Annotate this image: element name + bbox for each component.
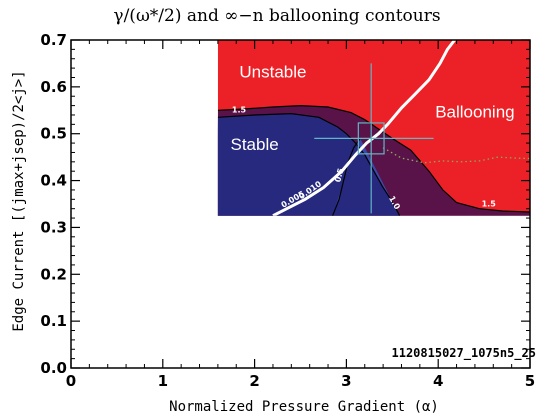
- region-label-unstable: Unstable: [239, 62, 306, 81]
- x-tick-label: 5: [525, 372, 535, 390]
- x-tick-label: 4: [433, 372, 443, 390]
- y-tick-label: 0.0: [40, 359, 67, 377]
- region-label-stable: Stable: [230, 135, 278, 154]
- y-tick-label: 0.4: [40, 172, 67, 190]
- operating-point-box: [357, 122, 385, 155]
- y-axis-label: Edge Current [(jmax+jsep)/2<j>]: [11, 70, 27, 331]
- axes: 0 1 2 3 4 5 0.0 0.1 0.2 0.3 0.4 0.5 0.6 0.7: [40, 31, 535, 390]
- x-tick-label: 1: [158, 372, 168, 390]
- chart-title: γ/(ω*/2) and ∞−n ballooning contours: [113, 6, 440, 26]
- x-axis-label: Normalized Pressure Gradient (α): [169, 399, 439, 415]
- y-tick-label: 0.2: [40, 265, 67, 283]
- x-tick-label: 0: [66, 372, 76, 390]
- x-tick-label: 2: [249, 372, 259, 390]
- x-tick-label: 3: [341, 372, 351, 390]
- ballooning-boundary-dotted: [382, 147, 530, 164]
- contour-label-1-5-right: 1.5: [482, 199, 497, 208]
- y-tick-label: 0.6: [40, 78, 67, 96]
- contour-line-0: [217, 104, 530, 213]
- marginal-stability-curve: [272, 40, 456, 216]
- shot-annotation: 1120815027_1075n5_25: [392, 346, 537, 361]
- stable-region: [217, 113, 400, 216]
- contour-line-2: [332, 138, 361, 216]
- y-tick-label: 0.1: [40, 312, 67, 330]
- y-tick-label: 0.3: [40, 218, 67, 236]
- contour-label-1-5-left: 1.5: [232, 106, 247, 115]
- contour-label-0-5: 0.5: [333, 167, 345, 183]
- x-axis-ticks: 0 1 2 3 4 5: [66, 40, 535, 390]
- contour-field: [217, 40, 530, 216]
- y-tick-label: 0.7: [40, 31, 67, 49]
- y-tick-label: 0.5: [40, 125, 67, 143]
- plot-frame: [70, 39, 531, 369]
- region-labels: Unstable Ballooning Stable: [230, 62, 514, 154]
- operating-point: [314, 63, 434, 214]
- region-label-ballooning: Ballooning: [435, 102, 514, 121]
- y-axis-ticks: 0.0 0.1 0.2 0.3 0.4 0.5 0.6 0.7: [40, 31, 530, 377]
